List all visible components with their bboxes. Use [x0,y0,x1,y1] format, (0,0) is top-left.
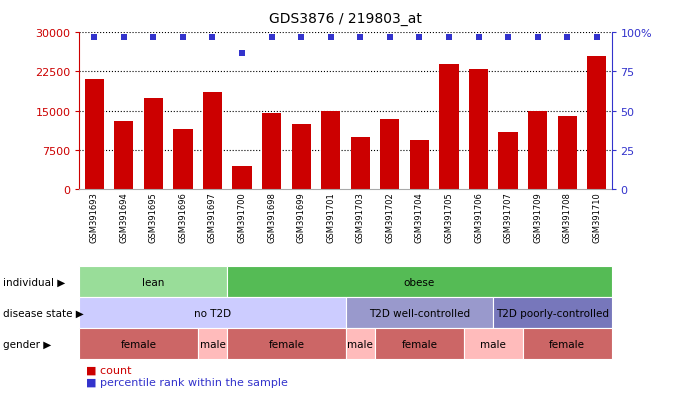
Bar [587,57,607,190]
Bar [469,70,488,190]
Bar [410,140,429,190]
Bar [350,138,370,190]
Point [502,34,513,41]
Bar [84,80,104,190]
Text: disease state ▶: disease state ▶ [3,308,84,318]
Bar [498,133,518,190]
Text: female: female [401,339,437,349]
Bar [292,125,311,190]
Point [266,34,277,41]
Text: T2D poorly-controlled: T2D poorly-controlled [496,308,609,318]
Point [178,34,189,41]
Bar [114,122,133,190]
Bar [232,166,252,190]
Text: male: male [348,339,373,349]
Text: female: female [121,339,157,349]
Bar [144,98,163,190]
Bar [173,130,193,190]
Text: T2D well-controlled: T2D well-controlled [369,308,470,318]
Bar [321,112,341,190]
Point [384,34,395,41]
Text: gender ▶: gender ▶ [3,339,52,349]
Text: male: male [200,339,225,349]
Text: male: male [480,339,507,349]
Point [562,34,573,41]
Point [88,34,100,41]
Point [354,34,366,41]
Bar [528,112,547,190]
Point [148,34,159,41]
Point [296,34,307,41]
Text: GDS3876 / 219803_at: GDS3876 / 219803_at [269,12,422,26]
Point [207,34,218,41]
Bar [380,119,399,190]
Point [118,34,129,41]
Point [414,34,425,41]
Bar [439,64,459,190]
Bar [262,114,281,190]
Text: female: female [549,339,585,349]
Text: lean: lean [142,277,164,287]
Text: no T2D: no T2D [194,308,231,318]
Point [591,34,603,41]
Point [325,34,337,41]
Text: obese: obese [404,277,435,287]
Text: ■ count: ■ count [86,364,132,375]
Point [473,34,484,41]
Point [444,34,455,41]
Bar [203,93,222,190]
Point [236,50,247,57]
Bar [558,117,577,190]
Point [532,34,543,41]
Text: individual ▶: individual ▶ [3,277,66,287]
Text: female: female [268,339,304,349]
Text: ■ percentile rank within the sample: ■ percentile rank within the sample [86,377,288,387]
